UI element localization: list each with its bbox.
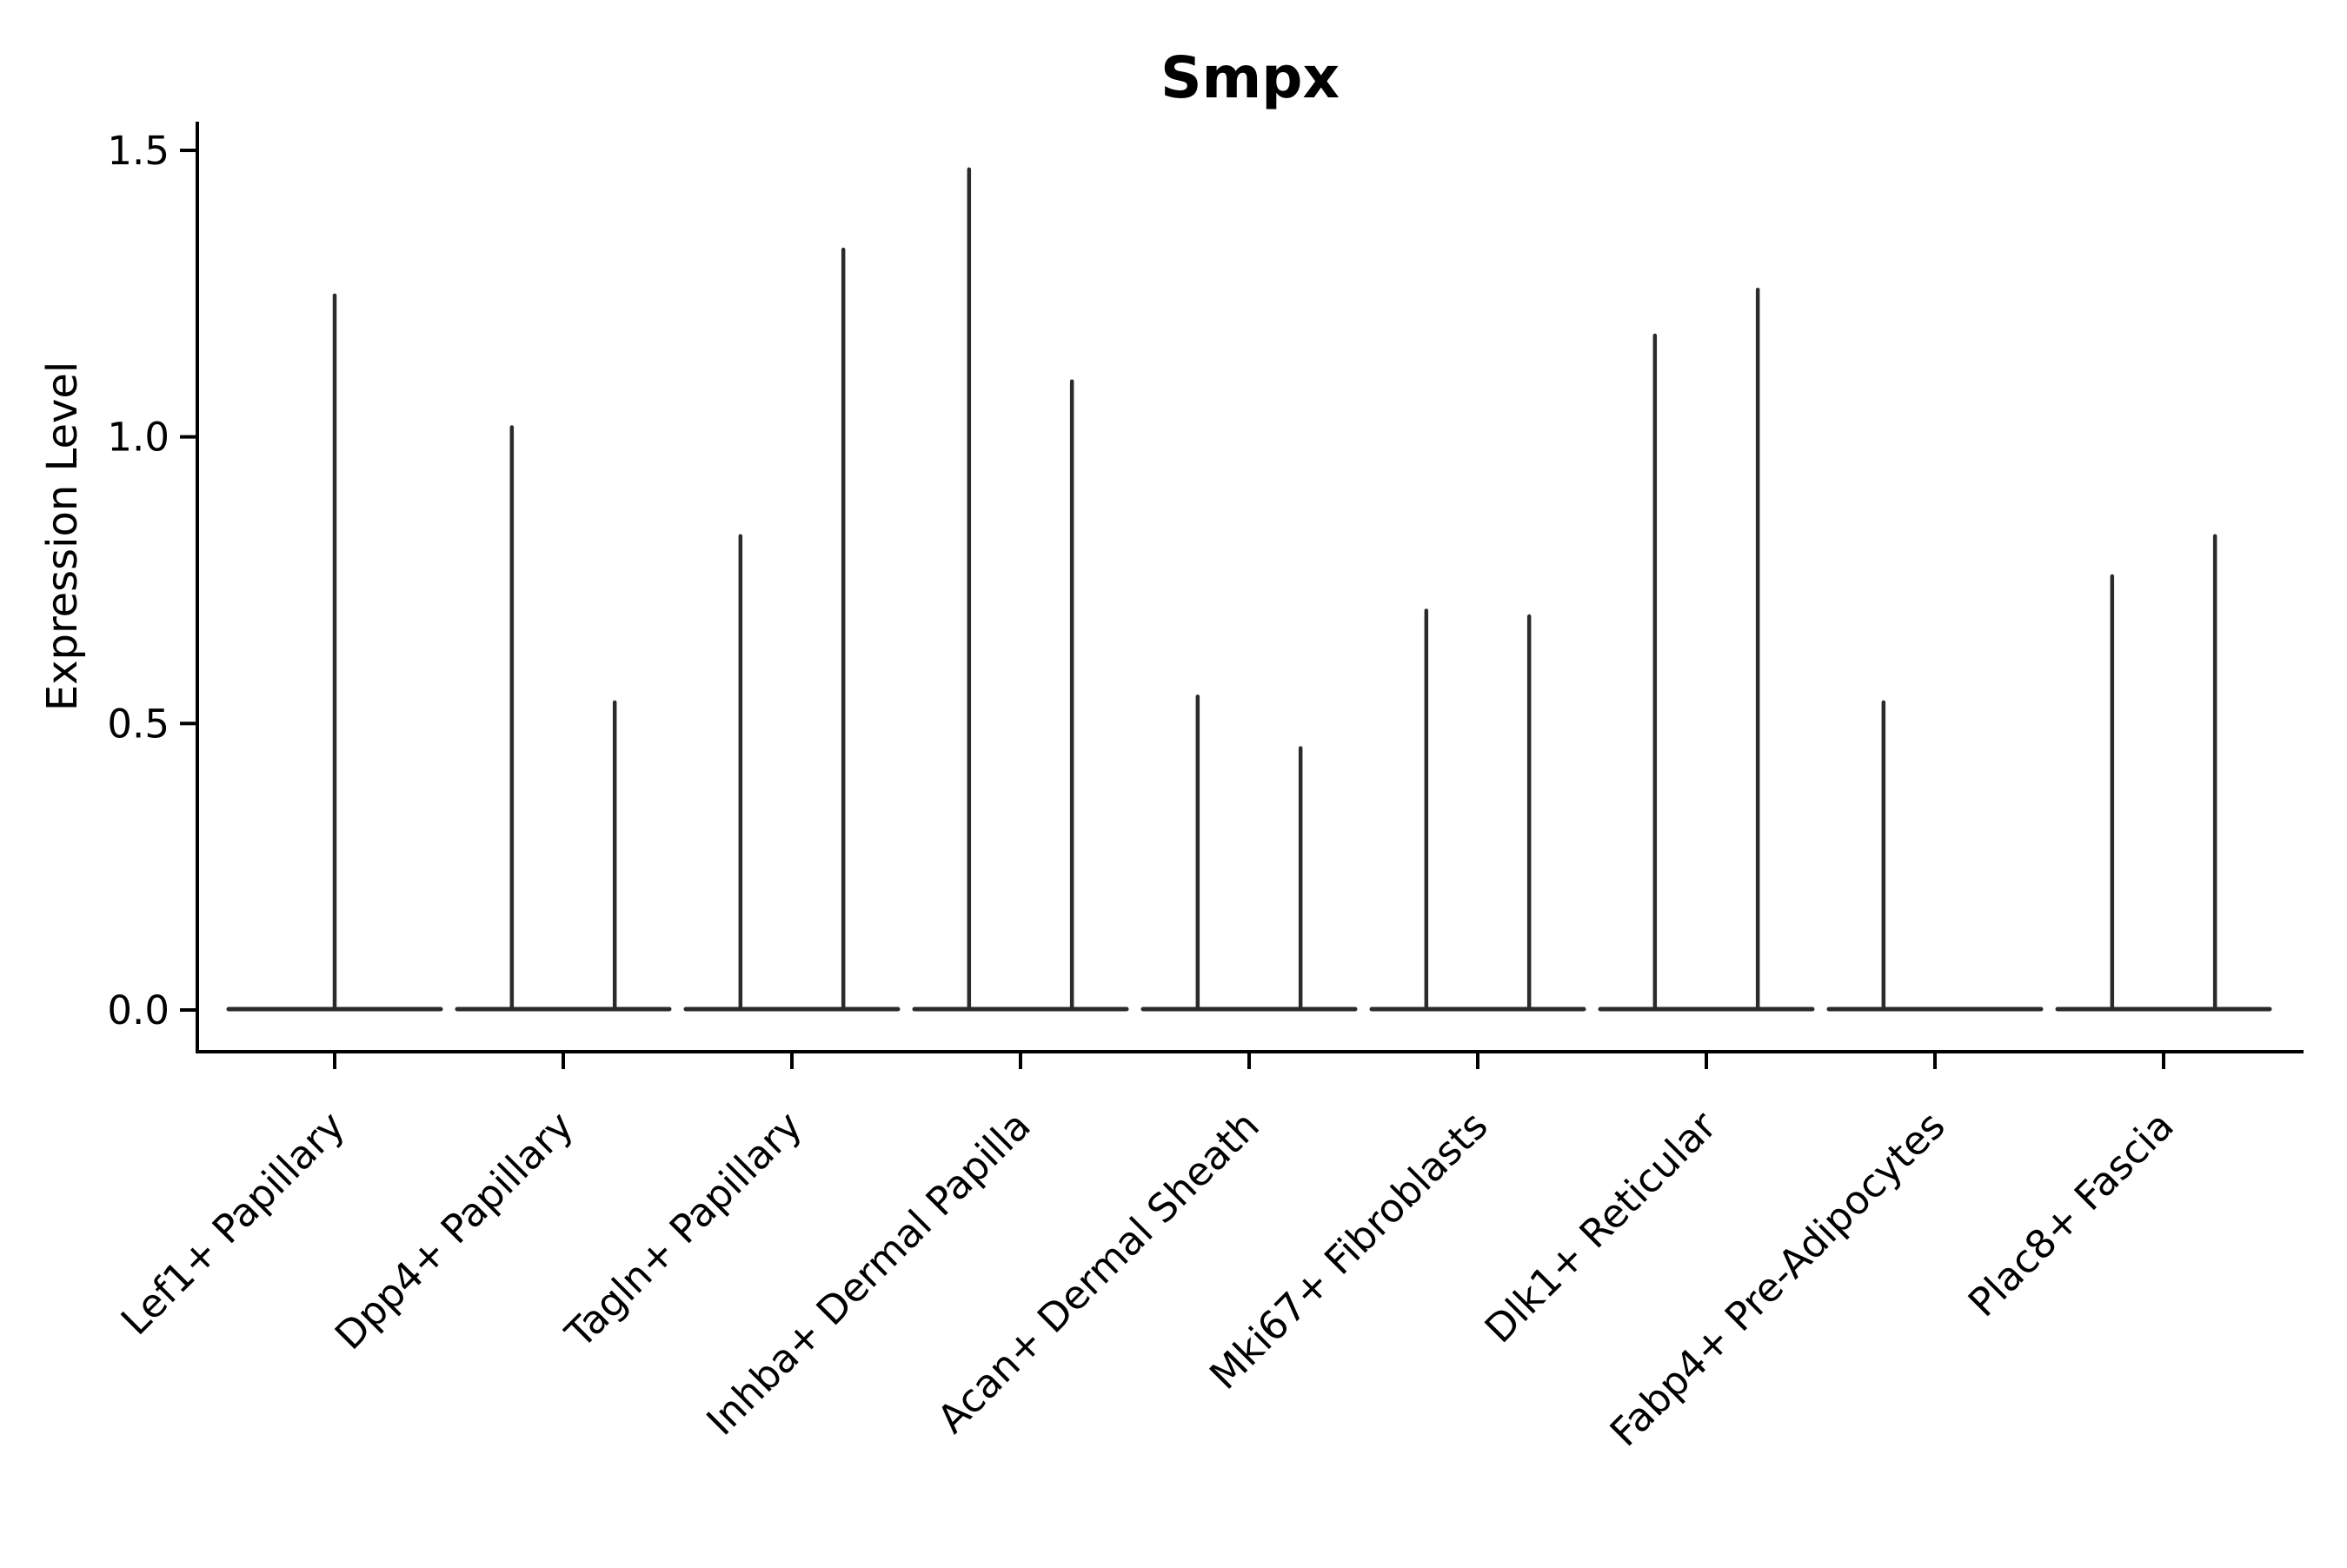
x-tick-label: Dlk1+ Reticular xyxy=(1476,1102,1725,1352)
x-tick-label: Tagln+ Papillary xyxy=(556,1102,811,1357)
y-tick-label: 0.5 xyxy=(107,701,170,747)
chart-title: Smpx xyxy=(1160,44,1340,111)
y-tick-label: 1.0 xyxy=(107,415,170,461)
x-tick-label: Plac8+ Fascia xyxy=(1959,1102,2183,1325)
y-tick-label: 1.5 xyxy=(107,128,170,174)
x-tick-label: Dpp4+ Papillary xyxy=(326,1102,582,1359)
y-axis-label: Expression Level xyxy=(38,362,87,712)
x-tick-label: Lef1+ Papillary xyxy=(112,1102,354,1344)
y-tick-label: 0.0 xyxy=(107,987,170,1033)
